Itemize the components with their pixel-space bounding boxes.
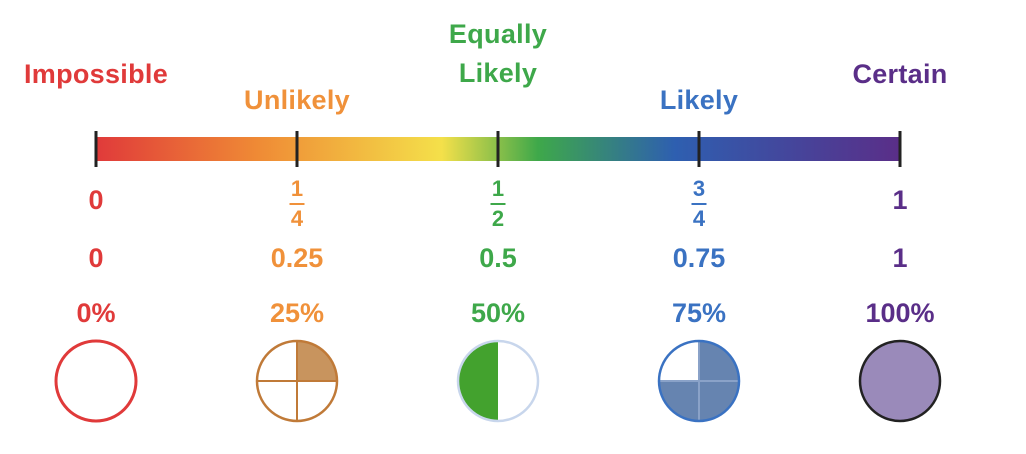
circle-outline xyxy=(657,339,741,423)
fraction-denominator: 2 xyxy=(491,206,505,231)
category-label-0-75: Likely xyxy=(660,81,738,120)
fraction-circle-0-25 xyxy=(255,339,339,423)
fraction-circle-0-5 xyxy=(456,339,540,423)
circle-outline xyxy=(255,339,339,423)
decimal-value-0: 0 xyxy=(88,243,104,273)
fraction-numerator: 1 xyxy=(290,176,304,201)
fraction-circle-0 xyxy=(54,339,138,423)
category-label-0-25: Unlikely xyxy=(244,81,350,120)
fraction-circle-1 xyxy=(858,339,942,423)
circle-background xyxy=(860,341,940,421)
percent-value-0-5: 50% xyxy=(470,298,526,328)
percent-value-1: 100% xyxy=(865,298,935,328)
fraction-circle-0-75 xyxy=(657,339,741,423)
decimal-value-1: 1 xyxy=(892,243,908,273)
category-label-line: Certain xyxy=(852,59,948,89)
circle-outline xyxy=(54,339,138,423)
decimal-value-0-5: 0.5 xyxy=(479,243,517,273)
decimal-value-0-75: 0.75 xyxy=(672,243,726,273)
category-label-line: Likely xyxy=(659,85,739,115)
circle-filled-sector xyxy=(297,341,337,381)
category-label-1: Certain xyxy=(852,55,947,94)
fraction-value-0: 0 xyxy=(88,185,104,215)
fraction-numerator: 1 xyxy=(491,176,505,201)
percent-value-0-75: 75% xyxy=(671,298,727,328)
fraction-denominator: 4 xyxy=(692,206,706,231)
circle-outline xyxy=(858,339,942,423)
fraction-bar xyxy=(490,203,506,205)
category-label-line: Impossible xyxy=(23,59,169,89)
fraction-denominator: 4 xyxy=(290,206,304,231)
fraction-bar xyxy=(691,203,707,205)
percent-value-0: 0% xyxy=(76,298,116,328)
decimal-value-0-25: 0.25 xyxy=(270,243,324,273)
fraction-bar xyxy=(289,203,305,205)
category-label-line: Likely xyxy=(458,58,538,89)
category-label-line: Equally xyxy=(448,19,548,49)
circle-filled-sector xyxy=(458,341,498,421)
circle-outline xyxy=(456,339,540,423)
category-label-0: Impossible xyxy=(24,55,168,94)
fraction-numerator: 3 xyxy=(692,176,706,201)
category-label-0-5: Equally Likely xyxy=(449,15,547,93)
category-label-line: Unlikely xyxy=(244,85,350,115)
circle-background xyxy=(56,341,136,421)
percent-value-0-25: 25% xyxy=(269,298,325,328)
fraction-value-1: 1 xyxy=(892,185,908,215)
